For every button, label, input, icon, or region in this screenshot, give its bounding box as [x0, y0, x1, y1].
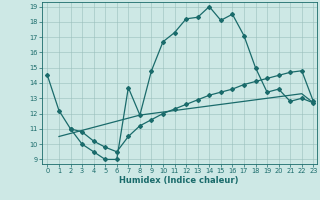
X-axis label: Humidex (Indice chaleur): Humidex (Indice chaleur)	[119, 176, 239, 185]
